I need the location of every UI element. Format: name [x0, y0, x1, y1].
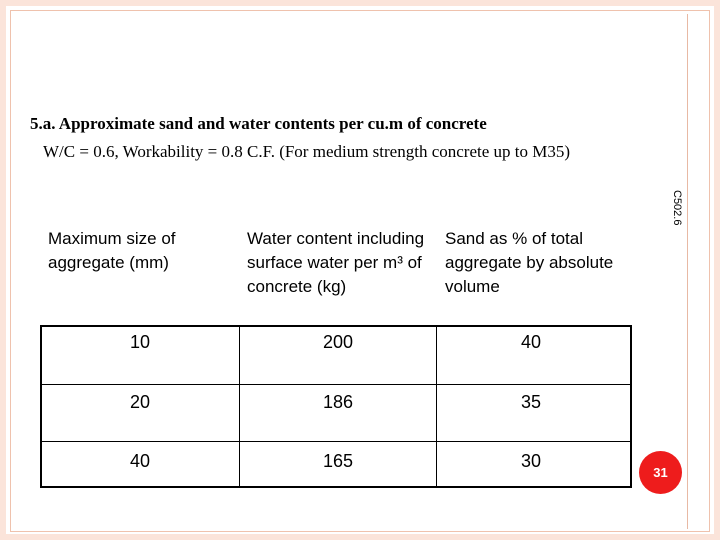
vertical-rule-line: [687, 14, 688, 529]
header-max-aggregate-size: Maximum size of aggregate (mm): [48, 229, 176, 272]
table-row-divider: [40, 384, 632, 385]
table-cell: 10: [130, 332, 151, 352]
table-cell: 20: [130, 392, 151, 412]
page-number-badge: 31: [639, 451, 682, 494]
table-cell: 35: [521, 392, 542, 412]
table-cell: 40: [521, 332, 542, 352]
data-table: [40, 325, 632, 488]
slide-title: 5.a. Approximate sand and water contents…: [30, 114, 487, 133]
table-cell: 40: [130, 451, 151, 471]
header-sand-percent: Sand as % of total aggregate by absolute…: [445, 229, 614, 296]
slide-subtitle: W/C = 0.6, Workability = 0.8 C.F. (For m…: [43, 142, 571, 161]
header-water-content: Water content including surface water pe…: [247, 229, 425, 296]
table-cell: 186: [323, 392, 354, 412]
table-column-divider: [436, 325, 437, 488]
table-cell: 30: [521, 451, 542, 471]
course-code-label: C502.6: [671, 190, 683, 226]
slide-inner-border: [10, 10, 710, 532]
table-cell: 200: [323, 332, 354, 352]
table-column-divider: [239, 325, 240, 488]
table-cell: 165: [323, 451, 354, 471]
table-row-divider: [40, 441, 632, 442]
